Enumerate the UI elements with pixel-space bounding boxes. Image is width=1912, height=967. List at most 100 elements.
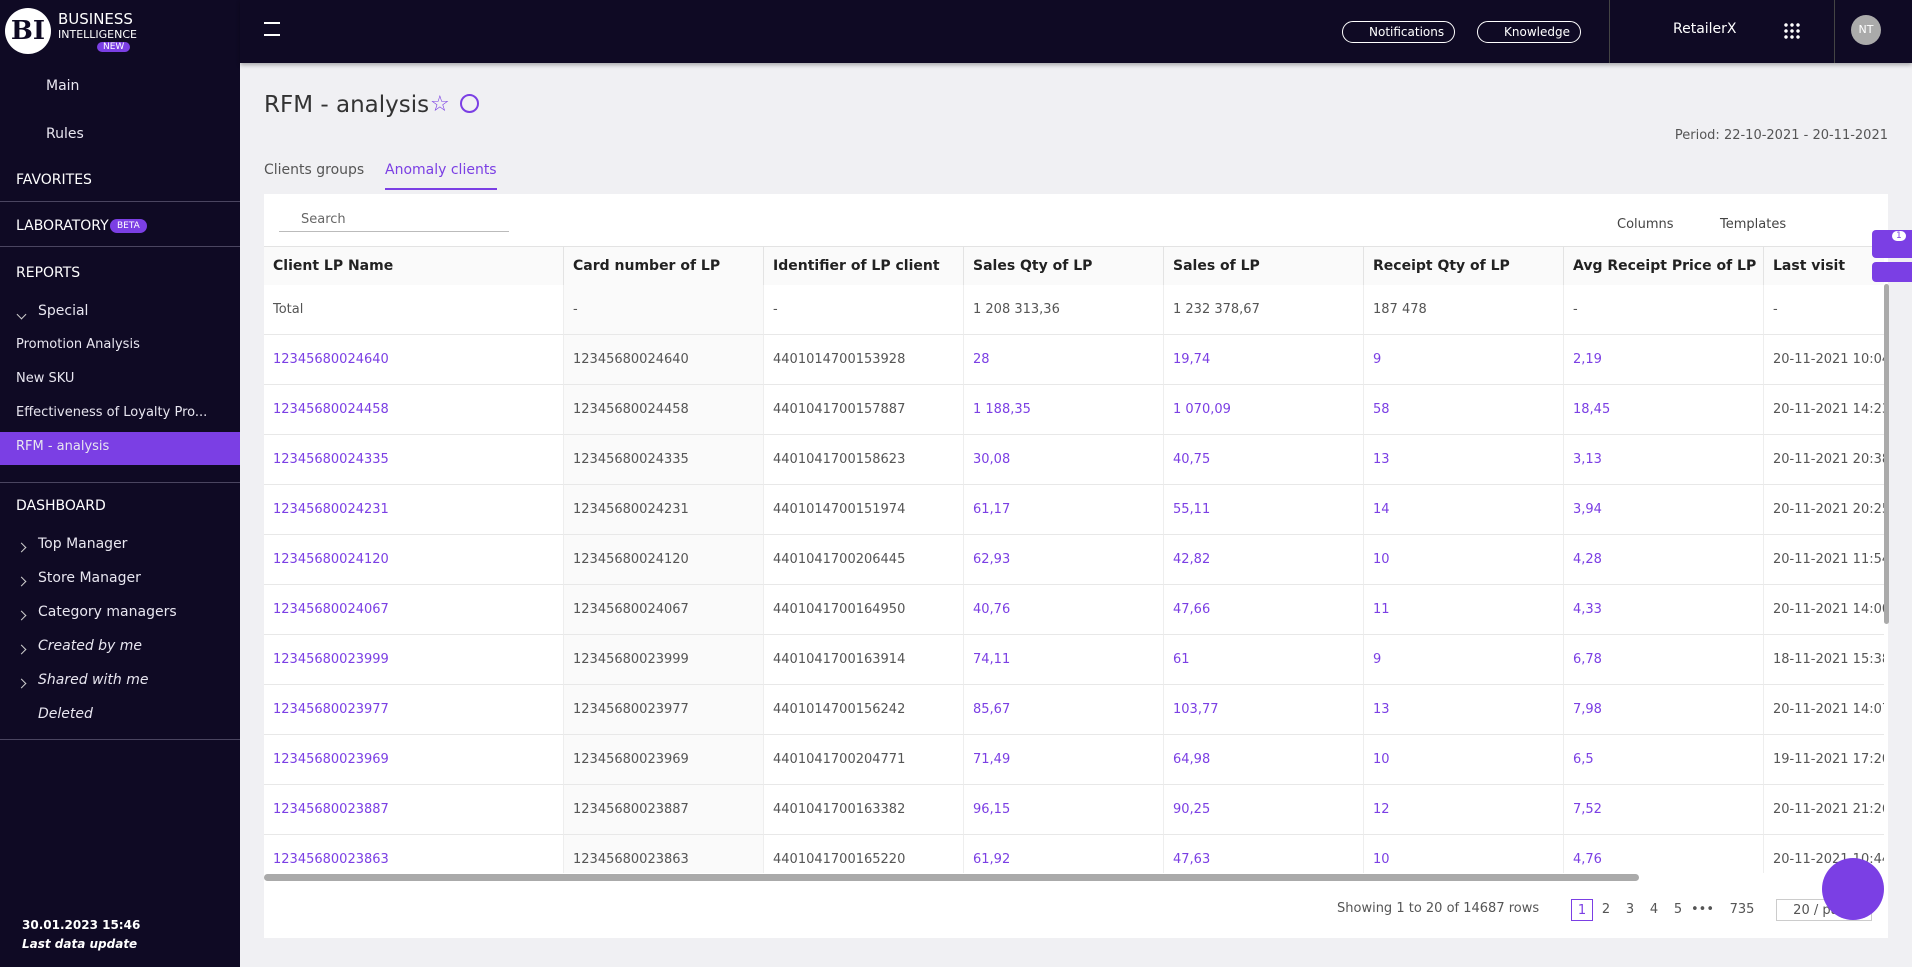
divider: [0, 739, 240, 740]
column-header[interactable]: Receipt Qty of LP: [1364, 247, 1564, 285]
nav-group[interactable]: Store Manager: [38, 570, 141, 586]
cell: 12345680024458: [564, 385, 764, 435]
column-header[interactable]: Avg Receipt Price of LP: [1564, 247, 1764, 285]
cell: 9: [1364, 635, 1564, 685]
nav-item[interactable]: Promotion Analysis: [16, 337, 140, 352]
client-link[interactable]: 12345680024067: [264, 585, 564, 635]
search-input[interactable]: Search: [279, 212, 509, 232]
nav-group[interactable]: Top Manager: [38, 536, 128, 552]
page-button[interactable]: 2: [1601, 902, 1611, 917]
notifications-button[interactable]: Notifications: [1342, 21, 1456, 43]
cell: 10: [1364, 835, 1564, 873]
cell: 62,93: [964, 535, 1164, 585]
column-header[interactable]: Last visit: [1764, 247, 1884, 285]
nav-item[interactable]: Main: [46, 78, 80, 94]
top-bar: Notifications Knowledge RetailerX NT: [240, 0, 1912, 63]
cell: 58: [1364, 385, 1564, 435]
client-link[interactable]: 12345680024335: [264, 435, 564, 485]
section-title[interactable]: LABORATORY: [16, 218, 109, 234]
nav-group[interactable]: Special: [38, 303, 89, 319]
cell: 12345680024231: [564, 485, 764, 535]
cell: 14: [1364, 485, 1564, 535]
client-link[interactable]: 12345680023969: [264, 735, 564, 785]
cell: 6,5: [1564, 735, 1764, 785]
cell: 13: [1364, 435, 1564, 485]
cell: 4,28: [1564, 535, 1764, 585]
page-button[interactable]: 1: [1571, 899, 1593, 921]
column-header[interactable]: Sales Qty of LP: [964, 247, 1164, 285]
cell: 2,19: [1564, 335, 1764, 385]
nav-item-active[interactable]: RFM - analysis: [16, 439, 110, 454]
nav-group[interactable]: Created by me: [38, 638, 143, 654]
page-button[interactable]: 5: [1673, 902, 1683, 917]
divider: [1834, 0, 1835, 63]
divider: [0, 482, 240, 483]
client-link[interactable]: 12345680023999: [264, 635, 564, 685]
info-icon[interactable]: [460, 94, 479, 113]
nav-group[interactable]: Deleted: [38, 706, 93, 722]
divider: [1609, 0, 1610, 63]
cell: 40,75: [1164, 435, 1364, 485]
chat-button[interactable]: [1822, 858, 1884, 920]
cell: 7,52: [1564, 785, 1764, 835]
cell: 19,74: [1164, 335, 1364, 385]
cell: 9: [1364, 335, 1564, 385]
knowledge-button[interactable]: Knowledge: [1477, 21, 1581, 43]
avatar[interactable]: NT: [1851, 15, 1881, 45]
client-link[interactable]: 12345680024120: [264, 535, 564, 585]
nav-group[interactable]: Shared with me: [38, 672, 149, 688]
column-header[interactable]: Client LP Name: [264, 247, 564, 285]
logo-mark[interactable]: BI: [5, 8, 51, 54]
cell: 12: [1364, 785, 1564, 835]
client-link[interactable]: 12345680024231: [264, 485, 564, 535]
total-cell: -: [764, 285, 964, 335]
cell: 18,45: [1564, 385, 1764, 435]
section-title[interactable]: DASHBOARD: [16, 498, 106, 514]
nav-item[interactable]: New SKU: [16, 371, 75, 386]
beta-badge: BETA: [110, 219, 147, 233]
client-link[interactable]: 12345680023977: [264, 685, 564, 735]
page-button[interactable]: 4: [1649, 902, 1659, 917]
table: Client LP Name Card number of LP Identifie…: [264, 246, 1884, 873]
column-header[interactable]: Identifier of LP client: [764, 247, 964, 285]
page-button[interactable]: 3: [1625, 902, 1635, 917]
page-button[interactable]: 735: [1729, 902, 1755, 917]
client-link[interactable]: 12345680024458: [264, 385, 564, 435]
scrollbar[interactable]: [1884, 284, 1889, 624]
cell: 1 070,09: [1164, 385, 1364, 435]
divider: [0, 201, 240, 202]
page-button[interactable]: •••: [1691, 902, 1715, 917]
section-title[interactable]: FAVORITES: [16, 172, 92, 188]
tab[interactable]: Clients groups: [264, 162, 365, 178]
client-link[interactable]: 12345680023887: [264, 785, 564, 835]
column-header[interactable]: Sales of LP: [1164, 247, 1364, 285]
nav-item[interactable]: Effectiveness of Loyalty Pro...: [16, 405, 208, 420]
tab-active[interactable]: Anomaly clients: [385, 162, 497, 190]
cell: 12345680023999: [564, 635, 764, 685]
cell: 20-11-2021 20:38: [1764, 435, 1884, 485]
cell: 12345680024640: [564, 335, 764, 385]
client-link[interactable]: 12345680024640: [264, 335, 564, 385]
retailer-select[interactable]: RetailerX: [1673, 21, 1737, 37]
client-link[interactable]: 12345680023863: [264, 835, 564, 873]
cell: 4401041700163382: [764, 785, 964, 835]
apps-icon[interactable]: [1783, 22, 1801, 40]
side-tool[interactable]: [1872, 262, 1912, 282]
total-cell: -: [1764, 285, 1884, 335]
pagination-summary: Showing 1 to 20 of 14687 rows: [1337, 901, 1540, 916]
column-header[interactable]: Card number of LP: [564, 247, 764, 285]
cell: 12345680023969: [564, 735, 764, 785]
nav-group[interactable]: Category managers: [38, 604, 177, 620]
section-title[interactable]: REPORTS: [16, 265, 81, 281]
cell: 28: [964, 335, 1164, 385]
total-cell: 1 208 313,36: [964, 285, 1164, 335]
templates-button[interactable]: Templates: [1720, 217, 1787, 232]
nav-item[interactable]: Rules: [46, 126, 84, 142]
cell: 20-11-2021 10:04: [1764, 335, 1884, 385]
menu-toggle[interactable]: [264, 22, 280, 36]
favorite-star[interactable]: ☆: [430, 92, 450, 117]
cell: 64,98: [1164, 735, 1364, 785]
columns-button[interactable]: Columns: [1617, 217, 1674, 232]
scrollbar[interactable]: [264, 874, 1639, 881]
divider: [0, 246, 240, 247]
